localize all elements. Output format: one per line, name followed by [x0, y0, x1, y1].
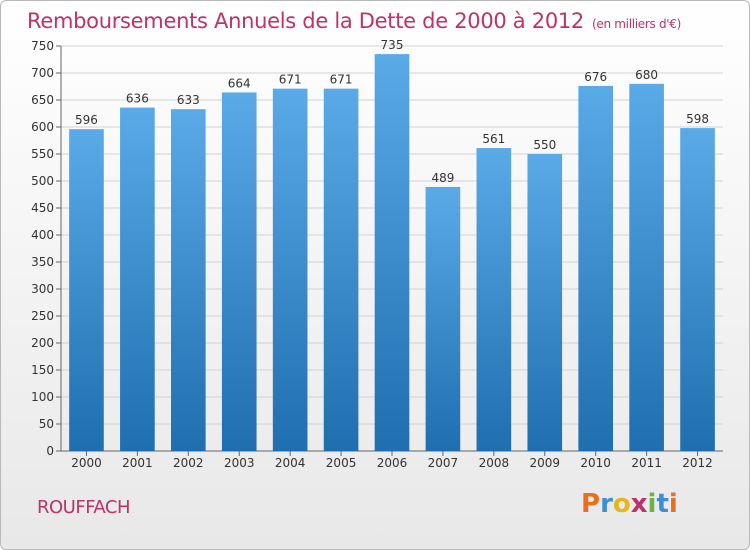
title-text: Remboursements Annuels de la Dette de 20… [27, 9, 584, 33]
bar [69, 129, 104, 451]
bar-value-label: 633 [177, 93, 200, 107]
x-tick-label: 2007 [428, 456, 459, 470]
y-tick-label: 550 [31, 147, 54, 161]
bar [578, 85, 614, 452]
logo-letter: i [647, 489, 657, 519]
y-tick-label: 0 [46, 444, 54, 458]
x-tick-label: 2000 [71, 456, 102, 470]
commune-name: ROUFFACH [37, 497, 131, 518]
bar [476, 148, 512, 451]
y-tick-label: 350 [31, 255, 54, 269]
x-axis: 2000 2001 2002 2003 2004 2005 2006 2007 2008 2009… [71, 451, 713, 470]
x-tick-label: 2011 [631, 456, 662, 470]
y-tick-label: 250 [31, 309, 54, 323]
logo-letter: o [612, 489, 631, 519]
y-tick-label: 650 [31, 93, 54, 107]
x-tick-label: 2001 [122, 456, 153, 470]
bar-value-label: 561 [482, 132, 505, 146]
x-tick-label: 2003 [224, 456, 255, 470]
y-tick-label: 50 [39, 417, 54, 431]
y-tick-label: 150 [31, 363, 54, 377]
bar [527, 154, 563, 451]
x-tick-label: 2010 [580, 456, 611, 470]
x-tick-label: 2009 [529, 456, 560, 470]
bar [629, 83, 664, 452]
y-tick-label: 500 [31, 174, 54, 188]
bar-value-label: 671 [279, 73, 302, 87]
bar [425, 186, 461, 451]
bar-value-label: 735 [381, 38, 404, 52]
x-tick-label: 2005 [326, 456, 357, 470]
bar [272, 88, 308, 451]
bar-value-label: 550 [533, 138, 556, 152]
bar-value-label: 596 [75, 113, 98, 127]
bar [170, 109, 206, 452]
y-tick-label: 600 [31, 120, 54, 134]
bar-value-label: 671 [330, 73, 353, 87]
logo-letter: t [656, 489, 669, 519]
bar [680, 128, 715, 451]
x-tick-label: 2002 [173, 456, 204, 470]
y-tick-label: 450 [31, 201, 54, 215]
y-tick-label: 100 [31, 390, 54, 404]
logo-letter: i [668, 489, 678, 519]
x-tick-label: 2008 [479, 456, 510, 470]
logo-letter: r [600, 489, 613, 519]
bar-value-label: 676 [584, 70, 607, 84]
x-tick-label: 2004 [275, 456, 306, 470]
bars: 596 636 633 664 671 671 735 489 561 550 676 680 598 [69, 38, 715, 452]
bar-value-label: 636 [126, 92, 149, 106]
bar-value-label: 489 [431, 171, 454, 185]
x-tick-label: 2012 [682, 456, 713, 470]
x-tick-label: 2006 [377, 456, 408, 470]
logo-letter: x [630, 489, 648, 519]
y-tick-label: 200 [31, 336, 54, 350]
chart-title: Remboursements Annuels de la Dette de 20… [27, 9, 681, 33]
bar [323, 88, 359, 451]
y-tick-label: 300 [31, 282, 54, 296]
bar-value-label: 680 [635, 68, 658, 82]
logo-letter: P [581, 489, 601, 519]
unit-label: (en milliers d'€) [592, 17, 682, 31]
bar [374, 54, 410, 451]
y-tick-label: 700 [31, 66, 54, 80]
bar [120, 107, 155, 451]
bar [221, 92, 257, 451]
proxiti-logo: Proxiti [581, 489, 678, 519]
y-tick-label: 400 [31, 228, 54, 242]
bar-value-label: 664 [228, 76, 251, 90]
bar-value-label: 598 [686, 112, 709, 126]
y-tick-label: 750 [31, 39, 54, 53]
